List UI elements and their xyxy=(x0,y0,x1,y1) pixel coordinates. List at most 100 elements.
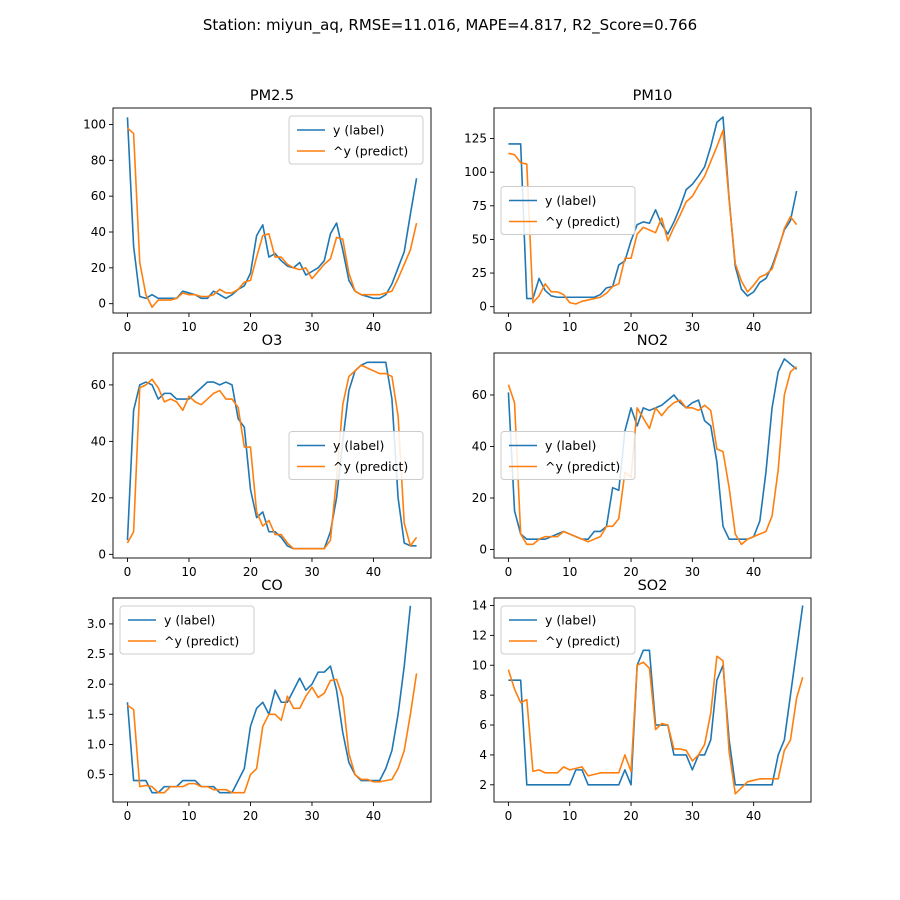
panel-co-xtick-label: 10 xyxy=(181,809,196,823)
panel-no2-xtick-label: 0 xyxy=(505,565,513,579)
panel-pm10-series-y-label xyxy=(508,116,798,300)
panel-pm10-axes-frame xyxy=(493,107,812,314)
panel-co-xtick-label: 30 xyxy=(304,809,319,823)
panel-pm10-title: PM10 xyxy=(633,88,673,104)
panel-so2-axes-frame xyxy=(493,597,812,803)
panel-pm10-xtick-label: 30 xyxy=(685,320,700,334)
panel-pm2-5-ytick-label: 20 xyxy=(91,261,106,275)
panel-o3-legend-box xyxy=(288,431,424,480)
panel-co-series-y-predict xyxy=(126,673,418,794)
panel-pm10-legend-box xyxy=(500,186,636,235)
panel-o3-title: O3 xyxy=(262,333,283,349)
panel-o3-xtick-label: 20 xyxy=(243,565,258,579)
panel-pm2-5-ytick-label: 40 xyxy=(91,225,106,239)
panel-co-legend-label: ^y (predict) xyxy=(164,634,239,649)
panel-pm2-5-xtick-label: 30 xyxy=(304,320,319,334)
panel-so2-ytick-label: 12 xyxy=(472,628,487,642)
panel-co-title: CO xyxy=(261,578,283,594)
panel-so2-title: SO2 xyxy=(638,578,668,594)
panel-pm2-5-ytick-label: 0 xyxy=(98,297,106,311)
panel-pm2-5-xtick-label: 20 xyxy=(243,320,258,334)
panel-pm10-legend-label: y (label) xyxy=(545,193,596,208)
panel-o3-ytick-label: 0 xyxy=(98,547,106,561)
panel-o3: O3 0 10 20 30 40 0 20 40 60 y (label) ^y (predict) xyxy=(91,333,432,579)
panel-pm10-ytick-label: 50 xyxy=(472,232,487,246)
figure-suptitle: Station: miyun_aq, RMSE=11.016, MAPE=4.8… xyxy=(203,16,697,35)
panel-pm10-ytick-label: 125 xyxy=(464,132,487,146)
panel-so2-legend: y (label) ^y (predict) xyxy=(500,605,636,655)
panel-so2-ytick-label: 6 xyxy=(479,718,487,732)
panel-no2-legend-box xyxy=(500,431,636,480)
panel-no2-ytick-label: 0 xyxy=(479,543,487,557)
panel-so2-series-y-predict xyxy=(507,655,804,795)
panel-co-legend-box xyxy=(119,605,255,655)
panel-so2: SO2 0 10 20 30 40 2 4 6 8 10 12 14 y (label) ^y (predi… xyxy=(472,578,812,823)
panel-pm2-5-legend: y (label) ^y (predict) xyxy=(288,115,424,165)
panel-o3-ytick-label: 60 xyxy=(91,378,106,392)
panel-so2-xtick-label: 10 xyxy=(562,809,577,823)
panel-so2-legend-label: y (label) xyxy=(545,613,596,628)
panel-pm2-5-xtick-label: 0 xyxy=(124,320,132,334)
panel-pm10-xtick-label: 40 xyxy=(746,320,761,334)
panel-no2-xtick-label: 40 xyxy=(746,565,761,579)
panel-pm2-5-axes-frame xyxy=(112,107,432,314)
panel-o3-ytick-label: 20 xyxy=(91,491,106,505)
panel-so2-xtick-label: 30 xyxy=(685,809,700,823)
panel-o3-series-y-predict xyxy=(126,364,418,550)
panel-pm2-5-xtick-label: 10 xyxy=(181,320,196,334)
panel-pm2-5-series-y-predict xyxy=(126,127,418,309)
panel-pm10: PM10 0 10 20 30 40 0 25 50 75 100 125 y (label) ^y (p… xyxy=(464,88,812,334)
panel-so2-xtick-label: 20 xyxy=(623,809,638,823)
panel-so2-ytick-label: 10 xyxy=(472,658,487,672)
panel-no2-ytick-label: 40 xyxy=(472,439,487,453)
panel-o3-ytick-label: 40 xyxy=(91,434,106,448)
panel-no2-axes-frame xyxy=(493,352,812,559)
panel-pm2-5-legend-label: ^y (predict) xyxy=(333,144,408,159)
panel-pm2-5-ytick-label: 60 xyxy=(91,189,106,203)
panel-co: CO 0 10 20 30 40 0.5 1.0 1.5 2.0 2.5 3.0 y (label) ^y… xyxy=(87,578,432,823)
panel-pm10-ytick-label: 75 xyxy=(472,199,487,213)
panel-pm10-xtick-label: 10 xyxy=(562,320,577,334)
panel-o3-xtick-label: 0 xyxy=(124,565,132,579)
panel-o3-xtick-label: 10 xyxy=(181,565,196,579)
panel-so2-ytick-label: 2 xyxy=(479,778,487,792)
panel-so2-legend-box xyxy=(500,605,636,655)
panel-pm10-xtick-label: 20 xyxy=(623,320,638,334)
panel-o3-axes-frame xyxy=(112,352,432,559)
panel-pm2-5-legend-label: y (label) xyxy=(333,123,384,138)
panel-no2: NO2 0 10 20 30 40 0 20 40 60 y (label) ^y (predict) xyxy=(472,333,812,579)
panel-pm2-5-legend-box xyxy=(288,115,424,165)
panel-co-legend: y (label) ^y (predict) xyxy=(119,605,255,655)
panel-no2-series-y-predict xyxy=(507,366,798,546)
panel-no2-xtick-label: 20 xyxy=(623,565,638,579)
panel-pm10-ytick-label: 100 xyxy=(464,165,487,179)
panel-no2-xtick-label: 10 xyxy=(562,565,577,579)
panel-pm2-5-ytick-label: 80 xyxy=(91,153,106,167)
panel-o3-legend: y (label) ^y (predict) xyxy=(288,431,424,480)
panel-co-legend-label: y (label) xyxy=(164,613,215,628)
panel-no2-legend-label: y (label) xyxy=(545,438,596,453)
panel-so2-xtick-label: 40 xyxy=(746,809,761,823)
panel-pm2-5: PM2.5 0 10 20 30 40 0 20 40 60 80 100 y (label) ^y (p… xyxy=(83,88,432,334)
panel-no2-ytick-label: 20 xyxy=(472,491,487,505)
panel-co-xtick-label: 0 xyxy=(124,809,132,823)
panel-no2-ytick-label: 60 xyxy=(472,388,487,402)
panel-o3-legend-label: y (label) xyxy=(333,438,384,453)
panel-o3-legend-label: ^y (predict) xyxy=(333,459,408,474)
panel-pm2-5-xtick-label: 40 xyxy=(366,320,381,334)
panel-so2-ytick-label: 14 xyxy=(472,598,487,612)
panel-co-ytick-label: 1.5 xyxy=(87,707,106,721)
panel-co-ytick-label: 3.0 xyxy=(87,617,106,631)
panel-co-ytick-label: 1.0 xyxy=(87,737,106,751)
panel-co-ytick-label: 2.0 xyxy=(87,677,106,691)
panel-no2-legend: y (label) ^y (predict) xyxy=(500,431,636,480)
panel-o3-xtick-label: 30 xyxy=(304,565,319,579)
panel-so2-xtick-label: 0 xyxy=(505,809,513,823)
panel-pm10-ytick-label: 25 xyxy=(472,266,487,280)
panel-no2-title: NO2 xyxy=(637,333,669,349)
panel-co-xtick-label: 20 xyxy=(243,809,258,823)
panel-pm10-legend: y (label) ^y (predict) xyxy=(500,186,636,235)
panel-so2-legend-label: ^y (predict) xyxy=(545,634,620,649)
